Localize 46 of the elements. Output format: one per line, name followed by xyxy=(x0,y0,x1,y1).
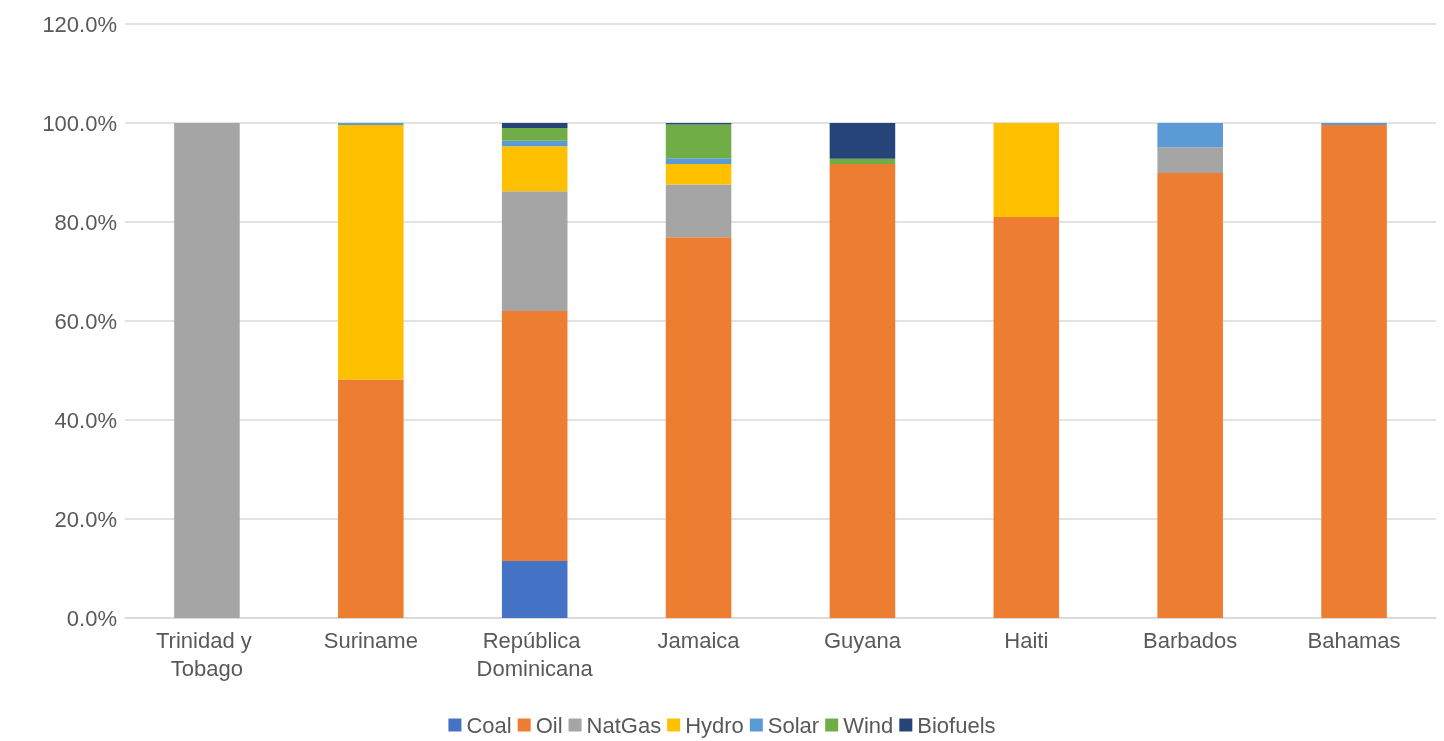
bar xyxy=(665,237,732,618)
bar xyxy=(1157,173,1223,618)
legend-label: Oil xyxy=(535,712,563,738)
x-tick-label: Guyana xyxy=(823,627,902,653)
bar xyxy=(993,123,1060,218)
x-tick-label: Haiti xyxy=(1004,627,1049,653)
bar xyxy=(665,184,732,238)
legend-label: Wind xyxy=(843,712,894,738)
bar xyxy=(338,124,404,380)
bar xyxy=(501,191,568,312)
bar xyxy=(501,127,568,141)
bar xyxy=(1157,123,1223,148)
bar xyxy=(993,217,1060,618)
y-tick-label: 20.0% xyxy=(54,506,117,532)
y-tick-label: 60.0% xyxy=(54,308,117,334)
bar xyxy=(1321,124,1387,618)
y-tick-label: 40.0% xyxy=(54,407,117,433)
bar xyxy=(338,379,404,618)
x-tick-label: República Dominicana xyxy=(476,627,594,681)
bar xyxy=(501,561,568,618)
legend-label: Solar xyxy=(767,712,820,738)
bar xyxy=(829,158,896,165)
bar xyxy=(665,124,732,159)
y-tick-label: 100.0% xyxy=(42,110,117,136)
bar xyxy=(501,140,568,147)
legend-label: Coal xyxy=(466,712,512,738)
bar xyxy=(665,158,732,165)
bar xyxy=(501,311,568,562)
bar xyxy=(501,146,568,192)
legend-label: Hydro xyxy=(685,712,744,738)
legend-label: Biofuels xyxy=(917,712,996,738)
bar xyxy=(829,123,896,159)
y-tick-label: 0.0% xyxy=(66,605,117,631)
bar xyxy=(501,123,568,128)
bar xyxy=(665,164,732,185)
bar xyxy=(829,164,896,618)
y-tick-label: 120.0% xyxy=(42,11,117,37)
bar xyxy=(1157,147,1223,173)
y-tick-label: 80.0% xyxy=(54,209,117,235)
x-tick-label: Barbados xyxy=(1143,627,1238,653)
x-tick-label: Trinidad y Tobago xyxy=(155,627,258,681)
x-tick-label: Jamaica xyxy=(657,627,741,653)
bar xyxy=(174,123,240,618)
x-tick-label: Suriname xyxy=(323,627,418,653)
x-tick-label: Bahamas xyxy=(1307,627,1401,653)
legend-label: NatGas xyxy=(586,712,662,738)
